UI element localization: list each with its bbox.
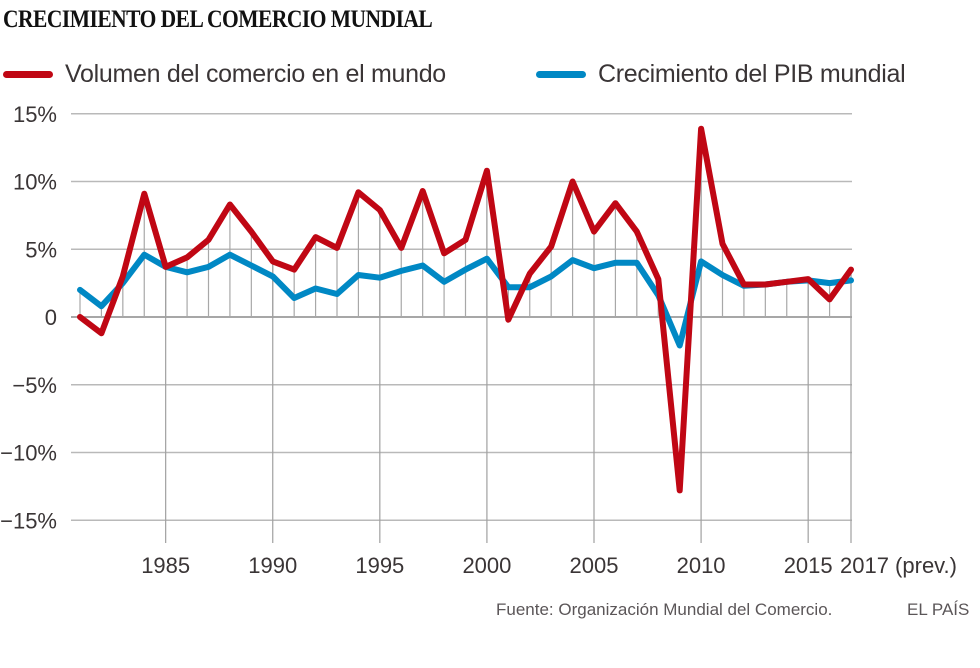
publisher-brand: EL PAÍS <box>907 600 970 619</box>
x-tick-label: 1985 <box>141 553 190 578</box>
x-tick-label: 2017 (prev.) <box>840 553 957 578</box>
legend-label-trade-volume: Volumen del comercio en el mundo <box>65 59 446 88</box>
source-note: Fuente: Organización Mundial del Comerci… <box>496 600 833 619</box>
y-axis-tick-labels: 15% 10% 5% 0 −5% −10% −15% <box>0 102 57 534</box>
y-tick-label: 5% <box>25 237 57 262</box>
x-tick-label: 1995 <box>355 553 404 578</box>
y-tick-label: 15% <box>13 102 57 127</box>
y-tick-label: 0 <box>45 305 57 330</box>
legend-swatch-gdp-growth <box>536 70 586 78</box>
x-tick-label: 1990 <box>248 553 297 578</box>
y-tick-label: −10% <box>0 441 57 466</box>
year-drop-lines <box>79 128 852 317</box>
x-tick-label: 2010 <box>677 553 726 578</box>
legend-item-trade-volume: Volumen del comercio en el mundo <box>3 58 446 90</box>
series-lines <box>77 125 854 494</box>
chart-title: CRECIMIENTO DEL COMERCIO MUNDIAL <box>3 6 433 33</box>
y-tick-label: −5% <box>12 373 57 398</box>
x-axis-tick-labels: 1985 1990 1995 2000 2005 2010 2015 2017 (prev.) <box>141 553 957 578</box>
legend-swatch-trade-volume <box>3 70 53 78</box>
horizontal-gridlines <box>71 113 852 521</box>
legend-label-gdp-growth: Crecimiento del PIB mundial <box>598 59 906 88</box>
y-tick-label: −15% <box>0 508 57 533</box>
y-tick-label: 10% <box>13 170 57 195</box>
legend-item-gdp-growth: Crecimiento del PIB mundial <box>536 58 906 90</box>
x-tick-label: 2000 <box>462 553 511 578</box>
x-tick-label: 2005 <box>570 553 619 578</box>
x-tick-label: 2015 <box>784 553 833 578</box>
major-year-lines <box>165 128 852 543</box>
